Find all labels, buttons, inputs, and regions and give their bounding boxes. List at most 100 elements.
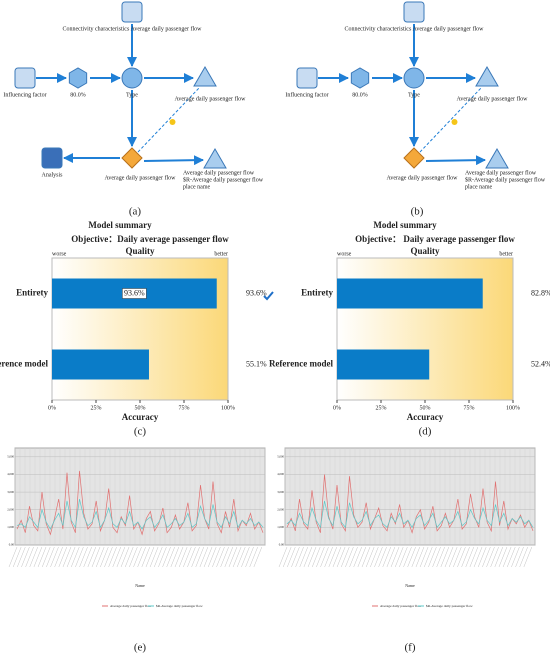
x-tick-label: 25% xyxy=(91,405,102,411)
x-tick-stub xyxy=(440,546,449,568)
x-tick-stub xyxy=(149,546,159,568)
x-tick-stub xyxy=(133,546,142,568)
node-icon xyxy=(203,148,227,169)
x-tick-stub xyxy=(253,546,262,568)
x-tick-stub xyxy=(328,546,337,568)
y-tick-label: 2,000 xyxy=(7,507,14,512)
y-tick-label: 3,000 xyxy=(7,490,14,495)
series-line xyxy=(16,470,264,536)
x-tick-label: 25% xyxy=(376,405,387,411)
x-tick-stub xyxy=(58,546,67,568)
x-tick-stub xyxy=(183,546,192,568)
x-tick-stub xyxy=(249,546,258,568)
node-icon xyxy=(121,1,143,23)
x-tick-stub xyxy=(316,546,325,568)
node-label: 80.0% xyxy=(70,92,86,98)
x-tick-stub xyxy=(366,546,375,568)
x-axis-label: Name xyxy=(405,583,415,588)
x-tick-stub xyxy=(96,546,105,568)
panel-label: (f) xyxy=(405,642,416,654)
x-tick-stub xyxy=(436,546,445,568)
x-tick-stub xyxy=(341,546,350,568)
node-icon xyxy=(350,67,370,89)
x-tick-stub xyxy=(179,546,188,568)
value-label: 55.1% xyxy=(246,359,267,368)
series-line xyxy=(16,499,264,530)
x-tick-stub xyxy=(46,546,55,568)
x-tick-stub xyxy=(390,546,400,568)
x-tick-stub xyxy=(162,546,171,568)
worse-label: worse xyxy=(52,251,67,257)
x-tick-stub xyxy=(129,546,138,568)
x-tick-stub xyxy=(29,546,38,568)
x-tick-stub xyxy=(42,546,51,568)
x-tick-stub xyxy=(399,546,408,568)
x-tick-label: 100% xyxy=(221,405,235,411)
x-tick-stub xyxy=(494,546,503,568)
node-icon xyxy=(193,66,217,87)
x-tick-stub xyxy=(87,546,96,568)
chart-subtitle: Objective： Daily average passenger flow xyxy=(355,234,515,244)
x-tick-stub xyxy=(345,546,354,568)
x-tick-stub xyxy=(245,546,254,568)
panel-label: (e) xyxy=(134,642,147,654)
x-tick-stub xyxy=(33,546,43,568)
x-tick-stub xyxy=(154,546,163,568)
link-dot xyxy=(169,119,176,125)
better-label: better xyxy=(499,251,513,257)
x-tick-stub xyxy=(502,546,512,568)
x-tick-stub xyxy=(71,546,80,568)
x-tick-stub xyxy=(361,546,371,568)
x-tick-stub xyxy=(287,546,296,568)
node-label: place name xyxy=(183,184,210,190)
x-tick-stub xyxy=(419,546,429,568)
node-label: Average daily passenger flow xyxy=(456,95,528,102)
x-tick-stub xyxy=(378,546,387,568)
x-tick-stub xyxy=(25,546,34,568)
node-label: Average daily passenger flow xyxy=(183,169,255,176)
category-label: Reference model xyxy=(0,359,48,369)
node-icon xyxy=(121,147,143,169)
y-tick-label: 0.00 xyxy=(279,543,285,547)
x-tick-stub xyxy=(403,546,412,568)
x-tick-stub xyxy=(482,546,491,568)
x-axis-label: Name xyxy=(135,583,145,588)
x-tick-stub xyxy=(17,546,26,568)
x-tick-stub xyxy=(145,546,155,568)
node-label: Influencing factor xyxy=(3,91,46,98)
x-tick-stub xyxy=(191,546,200,568)
x-tick-stub xyxy=(432,546,441,568)
chart-title: Model summary xyxy=(88,220,152,230)
x-tick-stub xyxy=(478,546,487,568)
x-tick-stub xyxy=(21,546,30,568)
x-tick-stub xyxy=(324,546,333,568)
node-label: Type xyxy=(408,92,420,98)
node-label: Average daily passenger flow xyxy=(386,174,458,181)
x-tick-stub xyxy=(424,546,433,568)
node-icon xyxy=(403,1,425,23)
series-line xyxy=(286,500,534,529)
x-tick-stub xyxy=(469,546,479,568)
legend-label: $R-Average daily passenger flow xyxy=(156,604,203,608)
x-tick-stub xyxy=(13,546,22,568)
x-tick-stub xyxy=(498,546,508,568)
x-tick-label: 75% xyxy=(179,405,190,411)
x-tick-stub xyxy=(299,546,308,568)
bar xyxy=(52,349,149,380)
x-tick-label: 50% xyxy=(135,405,146,411)
y-tick-label: 4,000 xyxy=(7,472,14,477)
x-tick-stub xyxy=(220,546,229,568)
x-tick-stub xyxy=(50,546,59,568)
better-label: better xyxy=(214,251,228,257)
node-label: Connectivity characteristics Average dai… xyxy=(344,25,484,32)
x-tick-stub xyxy=(187,546,196,568)
x-tick-stub xyxy=(278,546,288,568)
x-tick-stub xyxy=(116,546,126,568)
header: Quality xyxy=(410,246,440,256)
x-tick-stub xyxy=(8,546,18,568)
x-tick-stub xyxy=(411,546,420,568)
x-tick-stub xyxy=(465,546,474,568)
value-label: 52.4% xyxy=(531,359,550,368)
y-tick-label: 5,000 xyxy=(7,455,14,460)
